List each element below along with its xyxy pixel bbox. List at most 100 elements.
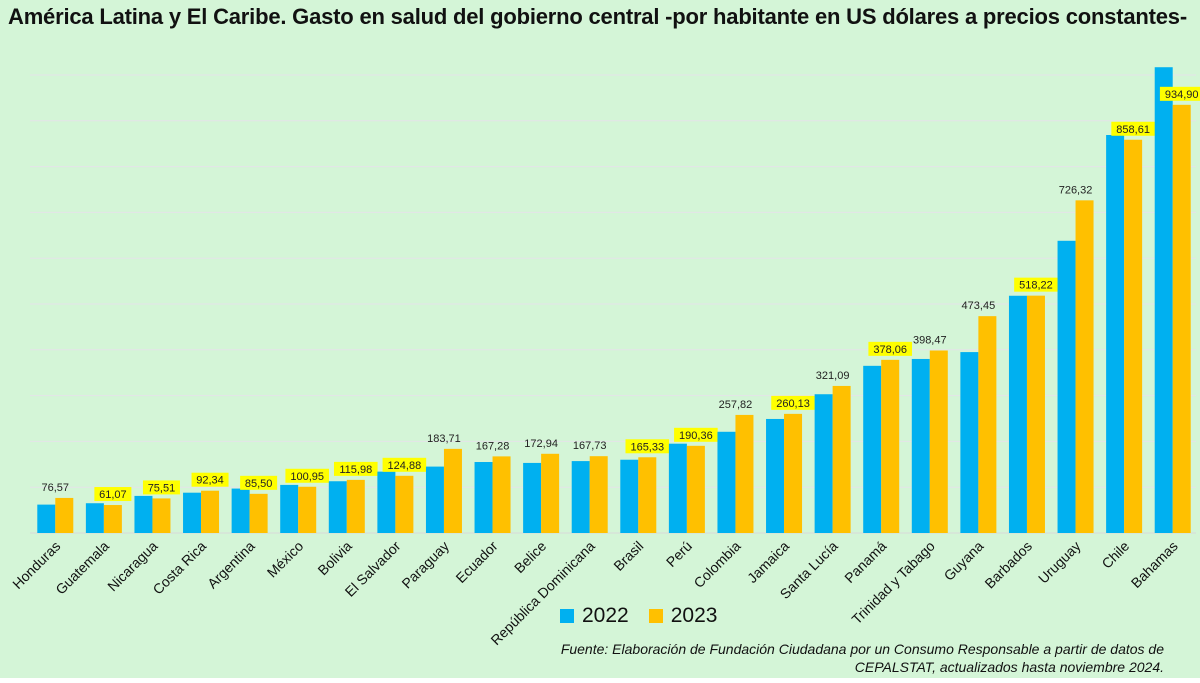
- data-label: 518,22: [1019, 280, 1053, 292]
- category-label: Ecuador: [452, 538, 500, 586]
- bar-2023: [784, 413, 803, 533]
- bar-2023: [929, 350, 948, 533]
- bar-2022: [474, 462, 493, 533]
- data-label: 190,36: [679, 430, 713, 442]
- data-label: 124,88: [388, 460, 422, 472]
- data-label: 726,32: [1059, 184, 1093, 196]
- bar-2022: [425, 466, 444, 533]
- data-label-highlight: [674, 427, 718, 442]
- data-label: 934,90: [1165, 89, 1199, 101]
- category-label: Panamá: [841, 538, 889, 586]
- category-label: Perú: [663, 538, 695, 570]
- bar-2022: [1008, 295, 1027, 533]
- bar-2023: [152, 498, 171, 533]
- data-label: 167,73: [573, 440, 607, 452]
- data-label-highlight: [285, 468, 330, 483]
- bar-2023: [832, 385, 851, 533]
- bar-2022: [1057, 240, 1076, 533]
- bar-2023: [881, 359, 900, 533]
- legend-swatch-2023: [648, 609, 663, 623]
- category-label: Guatemala: [52, 538, 112, 598]
- legend-label-2022: 2022: [582, 604, 629, 627]
- data-label-highlight: [142, 480, 180, 495]
- bar-2023: [735, 414, 754, 533]
- bar-2022: [863, 365, 882, 533]
- data-label: 75,51: [148, 482, 176, 494]
- bar-2022: [1106, 134, 1125, 534]
- bar-2023: [55, 497, 74, 533]
- category-label: Uruguay: [1035, 538, 1084, 587]
- bar-2023: [395, 475, 414, 533]
- data-label: 92,34: [196, 475, 224, 487]
- bar-2022: [960, 352, 979, 533]
- bottom-border: [0, 678, 1200, 683]
- data-label-highlight: [382, 457, 427, 472]
- bar-2022: [231, 488, 250, 533]
- source-note: Fuente: Elaboración de Fundación Ciudada…: [560, 641, 1164, 675]
- bar-2022: [280, 484, 299, 533]
- legend: 2022 2023: [560, 604, 717, 628]
- data-label: 378,06: [873, 344, 907, 356]
- legend-item-2023: 2023: [648, 604, 717, 628]
- category-label: Bolivia: [314, 538, 355, 579]
- bar-2022: [766, 418, 785, 533]
- data-label-highlight: [771, 395, 815, 410]
- bar-2023: [249, 493, 268, 533]
- data-label: 858,61: [1116, 124, 1150, 136]
- data-label-highlight: [333, 461, 378, 476]
- bar-2022: [668, 443, 687, 533]
- data-label: 85,50: [245, 478, 273, 490]
- bar-2022: [85, 503, 104, 533]
- data-label: 61,07: [99, 489, 127, 501]
- bar-2022: [37, 504, 56, 533]
- data-label: 115,98: [339, 464, 372, 476]
- data-label-highlight: [94, 487, 132, 502]
- data-label: 172,94: [524, 438, 558, 450]
- data-label-highlight: [625, 439, 670, 454]
- data-label-highlight: [1111, 121, 1155, 136]
- category-label: Trinidad y Tabago: [848, 538, 938, 628]
- bar-2022: [571, 461, 590, 533]
- data-label: 183,71: [427, 433, 461, 445]
- category-label: Jamaica: [744, 538, 792, 586]
- category-label: México: [264, 538, 307, 581]
- data-label: 321,09: [816, 370, 850, 382]
- category-label: Guyana: [941, 538, 987, 584]
- data-label: 398,47: [913, 335, 947, 347]
- bar-2023: [1026, 295, 1045, 533]
- bar-2022: [134, 495, 153, 533]
- data-label: 76,57: [42, 482, 70, 494]
- bar-2023: [1172, 104, 1191, 534]
- bar-2022: [1154, 67, 1173, 534]
- category-label: Colombia: [690, 538, 743, 591]
- bar-2023: [638, 457, 657, 533]
- bar-2023: [978, 316, 997, 533]
- chart-title: América Latina y El Caribe. Gasto en sal…: [8, 4, 1187, 29]
- data-label-highlight: [240, 475, 278, 490]
- category-label: Costa Rica: [149, 538, 209, 598]
- data-label: 260,13: [776, 398, 810, 410]
- category-label: Argentina: [204, 538, 258, 592]
- bar-2023: [492, 456, 511, 533]
- bar-2023: [1124, 139, 1143, 533]
- data-label-highlight: [1159, 86, 1200, 101]
- bar-2022: [183, 492, 202, 533]
- data-label: 100,95: [290, 471, 324, 483]
- category-label: Paraguay: [398, 538, 452, 592]
- data-label: 167,28: [476, 440, 510, 452]
- data-label-highlight: [191, 472, 229, 487]
- data-label: 165,33: [630, 441, 664, 453]
- category-label: Barbados: [981, 538, 1035, 592]
- category-label: Belice: [511, 538, 549, 576]
- bar-2022: [620, 459, 639, 533]
- bar-2023: [201, 490, 220, 533]
- category-label: Brasil: [610, 538, 646, 574]
- legend-item-2022: 2022: [560, 604, 629, 628]
- data-label: 473,45: [962, 300, 996, 312]
- category-label: Chile: [1098, 538, 1132, 572]
- bar-2023: [1075, 200, 1094, 533]
- bar-2022: [814, 394, 833, 533]
- bar-2023: [103, 505, 122, 533]
- bar-2023: [541, 453, 560, 533]
